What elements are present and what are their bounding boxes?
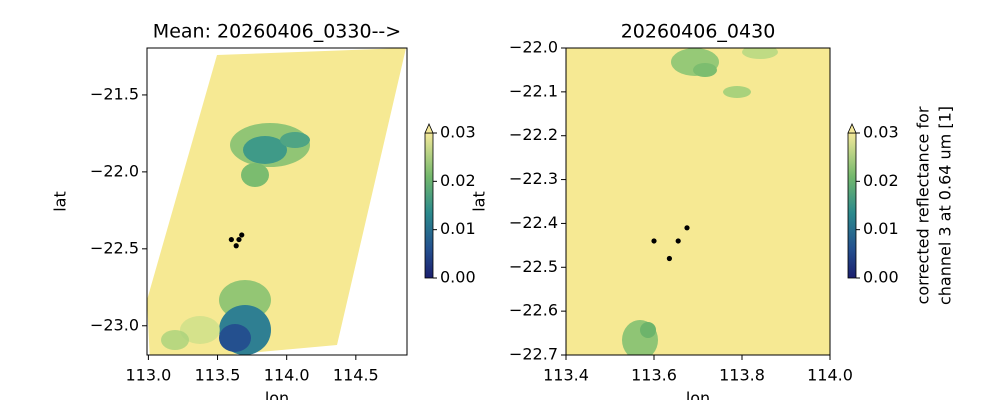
x-tick-label: 113.0	[125, 366, 171, 385]
colorbar-tick-label: 0.00	[863, 268, 899, 287]
x-axis-label: lon	[265, 389, 289, 400]
x-tick-label: 114.0	[807, 366, 853, 385]
x-tick-label: 114.0	[264, 366, 310, 385]
y-tick-label: −22.0	[509, 38, 558, 57]
chart-title: Mean: 20260406_0330-->	[153, 21, 401, 43]
y-tick-label: −22.1	[509, 81, 558, 100]
y-tick-label: −22.6	[509, 301, 558, 320]
point	[233, 243, 239, 249]
point	[651, 238, 657, 244]
colorbar-label: channel 3 at 0.64 um [1]	[936, 106, 955, 305]
colorbar-tick-label: 0.03	[440, 123, 476, 142]
point	[239, 232, 245, 238]
x-tick-label: 113.8	[719, 366, 765, 385]
colorbar-extend	[424, 123, 434, 134]
y-axis-label: lat	[51, 191, 70, 212]
colorbar-tick-label: 0.00	[440, 268, 476, 287]
x-tick-label: 114.5	[333, 366, 379, 385]
colorbar	[847, 132, 857, 279]
y-tick-label: −22.3	[509, 169, 558, 188]
y-tick-label: −22.5	[90, 238, 139, 257]
x-tick-label: 113.5	[195, 366, 241, 385]
point	[228, 236, 234, 243]
y-tick-label: −23.0	[90, 315, 139, 334]
x-tick-label: 113.4	[543, 366, 589, 385]
plot-frame	[146, 47, 408, 356]
point	[666, 255, 673, 262]
colorbar-label: corrected reflectance for	[914, 106, 933, 304]
y-tick-label: −22.2	[509, 125, 558, 144]
plot-frame	[565, 47, 831, 356]
y-tick-label: −22.7	[509, 345, 558, 364]
y-tick-label: −22.0	[90, 161, 139, 180]
chart-title: 20260406_0430	[621, 21, 776, 43]
x-axis-label: lon	[686, 389, 710, 400]
image-field	[147, 48, 406, 355]
image-field	[566, 48, 830, 355]
colorbar-tick-label: 0.01	[863, 219, 899, 238]
y-tick-label: −21.5	[90, 84, 139, 103]
point	[684, 225, 690, 231]
colorbar-tick-label: 0.01	[440, 219, 476, 238]
colorbar	[424, 132, 434, 279]
colorbar-tick-label: 0.02	[863, 171, 899, 190]
colorbar-tick-label: 0.02	[440, 171, 476, 190]
point	[675, 238, 681, 244]
colorbar-tick-label: 0.03	[863, 123, 899, 142]
y-tick-label: −22.4	[509, 213, 558, 232]
x-tick-label: 113.6	[631, 366, 677, 385]
y-tick-label: −22.5	[509, 257, 558, 276]
y-axis-label: lat	[470, 191, 489, 212]
colorbar-extend	[847, 123, 857, 134]
point	[236, 236, 242, 243]
